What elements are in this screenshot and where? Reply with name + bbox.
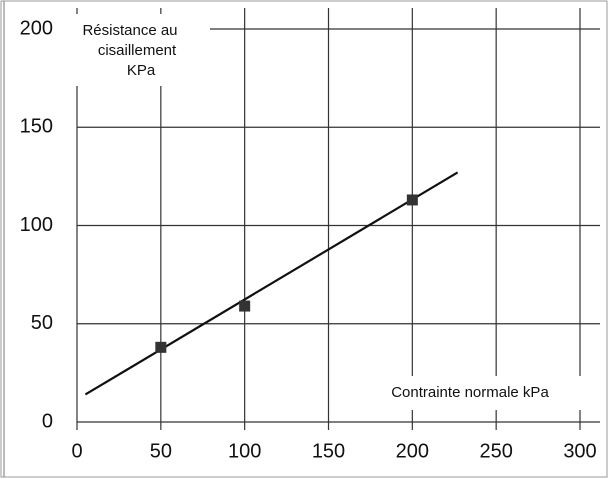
y-axis-label: KPa <box>127 62 156 79</box>
data-point <box>155 341 167 353</box>
x-tick-label: 300 <box>563 440 596 462</box>
x-tick-label: 50 <box>150 440 172 462</box>
x-tick-label: 100 <box>228 440 261 462</box>
x-tick-label: 150 <box>312 440 345 462</box>
x-axis-label: Contrainte normale kPa <box>391 384 549 401</box>
x-tick-label: 200 <box>396 440 429 462</box>
y-axis-label: Résistance au <box>82 22 177 39</box>
y-tick-label: 50 <box>31 312 53 334</box>
label-box <box>350 376 590 410</box>
data-point <box>239 300 251 312</box>
y-tick-label: 100 <box>20 214 53 236</box>
x-tick-label: 250 <box>479 440 512 462</box>
data-point <box>406 194 418 206</box>
x-tick-label: 0 <box>71 440 82 462</box>
label-box <box>60 14 210 86</box>
y-axis-label: cisaillement <box>98 42 177 59</box>
fit-line <box>84 171 459 396</box>
y-tick-label: 0 <box>42 410 53 432</box>
y-tick-label: 150 <box>20 116 53 138</box>
y-tick-label: 200 <box>20 17 53 39</box>
